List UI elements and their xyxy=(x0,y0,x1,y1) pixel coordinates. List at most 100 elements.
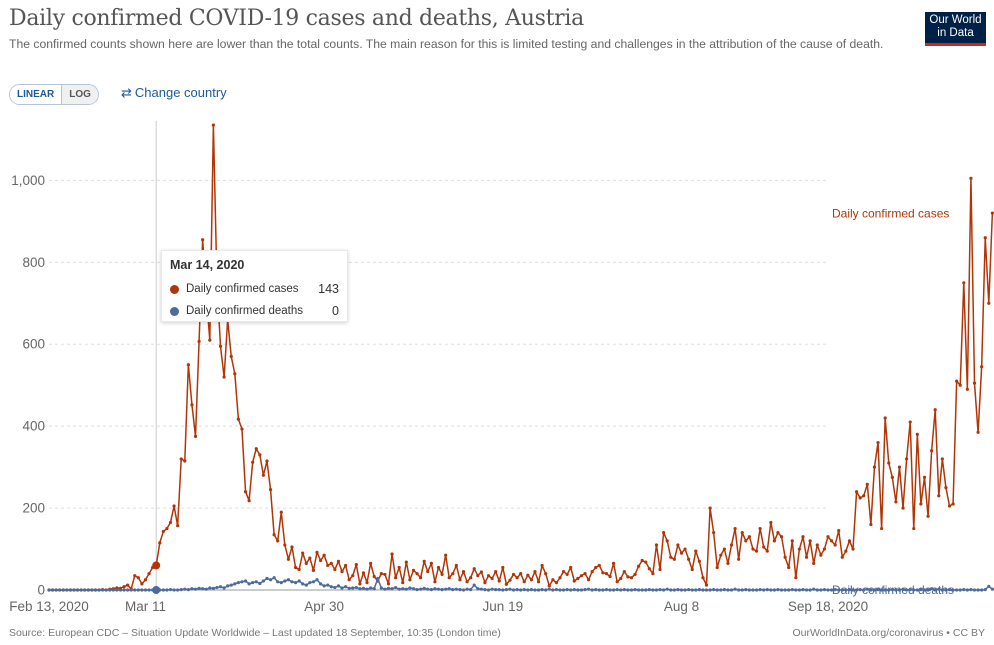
cases-point xyxy=(429,561,433,565)
deaths-point xyxy=(479,587,483,591)
deaths-point xyxy=(858,587,862,592)
cases-point xyxy=(558,576,562,580)
cases-point xyxy=(840,555,844,559)
deaths-point xyxy=(837,588,841,592)
deaths-point xyxy=(944,588,948,592)
deaths-point xyxy=(822,587,827,592)
y-tick-label: 1,000 xyxy=(11,173,45,188)
deaths-point xyxy=(204,587,208,591)
deaths-point xyxy=(490,587,494,591)
cases-point xyxy=(372,574,376,579)
deaths-point xyxy=(72,588,76,592)
cases-point xyxy=(147,572,151,576)
cases-point xyxy=(933,408,937,412)
cases-point xyxy=(704,583,709,587)
cases-point xyxy=(419,576,423,580)
cases-point xyxy=(765,549,769,553)
x-tick-label: Apr 30 xyxy=(304,599,344,614)
cases-point xyxy=(522,580,526,584)
log-scale-button[interactable]: LOG xyxy=(62,85,98,104)
deaths-point xyxy=(408,586,412,590)
deaths-point xyxy=(751,588,755,592)
cases-point xyxy=(286,557,291,561)
deaths-point xyxy=(486,588,491,592)
cases-point xyxy=(358,582,362,586)
cases-point xyxy=(183,459,187,463)
deaths-point xyxy=(340,586,344,590)
cases-point xyxy=(679,551,684,555)
deaths-point xyxy=(86,588,90,592)
cases-point xyxy=(476,574,480,578)
owid-logo[interactable]: Our World in Data xyxy=(925,12,986,46)
deaths-point xyxy=(168,587,173,592)
deaths-point xyxy=(143,588,148,592)
deaths-point xyxy=(847,587,852,592)
deaths-point xyxy=(347,586,351,590)
cases-point xyxy=(268,488,273,492)
change-country-button[interactable]: ⇄ Change country xyxy=(121,85,227,101)
deaths-point xyxy=(965,588,969,592)
deaths-point xyxy=(629,588,634,592)
cases-point xyxy=(647,567,651,571)
deaths-point xyxy=(211,586,215,590)
cases-point xyxy=(783,555,787,559)
deaths-point xyxy=(329,585,333,589)
cases-point xyxy=(168,520,173,525)
deaths-point xyxy=(583,587,587,592)
deaths-point xyxy=(962,587,966,592)
cases-point xyxy=(158,541,162,545)
deaths-point xyxy=(343,585,348,589)
cases-point xyxy=(229,354,233,359)
cases-point xyxy=(336,559,341,563)
deaths-point xyxy=(815,588,819,592)
deaths-point xyxy=(958,588,962,592)
cases-point xyxy=(533,569,537,574)
deaths-point xyxy=(236,581,240,585)
deaths-point xyxy=(651,588,655,592)
cases-point xyxy=(197,339,201,343)
cases-point xyxy=(640,558,644,563)
cases-point xyxy=(519,572,523,576)
owid-link[interactable]: OurWorldInData.org/coronavirus • CC BY xyxy=(792,627,985,639)
deaths-point xyxy=(869,588,873,592)
cases-point xyxy=(812,561,816,565)
deaths-point xyxy=(511,588,516,592)
deaths-point xyxy=(876,587,880,592)
deaths-point xyxy=(90,588,94,592)
cases-point xyxy=(511,572,516,577)
cases-point xyxy=(465,580,469,584)
deaths-point xyxy=(311,580,316,584)
deaths-point xyxy=(115,588,119,592)
y-tick-label: 800 xyxy=(22,255,45,270)
deaths-point xyxy=(351,586,355,590)
deaths-point xyxy=(440,587,444,592)
cases-point xyxy=(486,574,491,578)
deaths-point xyxy=(108,588,112,592)
deaths-point xyxy=(829,588,834,592)
cases-point xyxy=(651,572,655,576)
cases-point xyxy=(894,500,898,504)
cases-point xyxy=(504,582,508,586)
cases-point xyxy=(672,557,676,561)
cases-point xyxy=(751,547,755,551)
deaths-point xyxy=(361,586,366,590)
cases-point xyxy=(615,580,619,584)
cases-point xyxy=(415,572,419,576)
deaths-point xyxy=(397,587,401,591)
deaths-point xyxy=(165,588,169,592)
deaths-point xyxy=(83,588,87,592)
cases-point xyxy=(451,572,455,576)
deaths-point xyxy=(544,588,548,592)
deaths-point xyxy=(447,587,451,591)
cases-point xyxy=(708,506,712,510)
cases-point xyxy=(790,539,794,543)
chart-subtitle: The confirmed counts shown here are lowe… xyxy=(9,37,884,51)
cases-point xyxy=(733,526,737,531)
linear-scale-button[interactable]: LINEAR xyxy=(10,85,63,104)
cases-point xyxy=(383,572,387,577)
cases-point xyxy=(426,569,430,574)
cases-point xyxy=(540,563,544,568)
cases-point xyxy=(687,557,691,561)
cases-point xyxy=(283,543,287,547)
